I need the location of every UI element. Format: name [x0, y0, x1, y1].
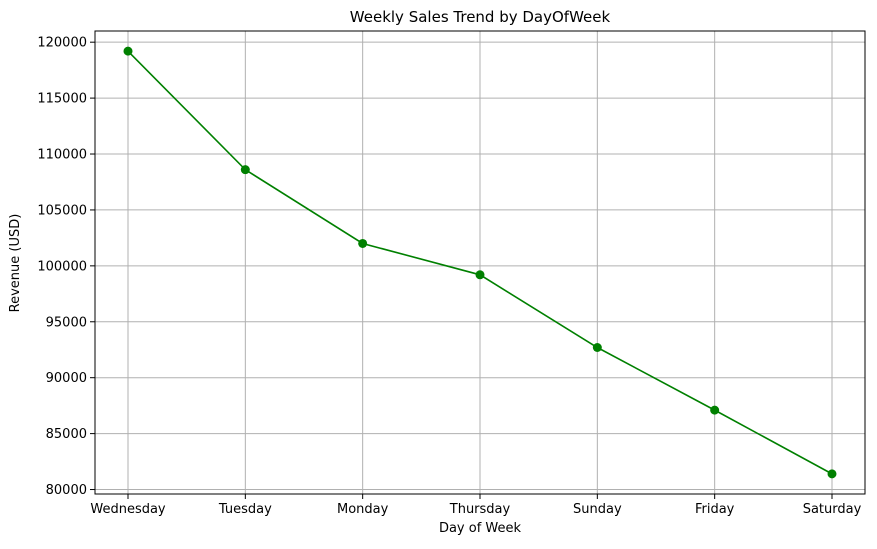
y-axis-title: Revenue (USD) — [8, 214, 23, 313]
x-tick-label: Tuesday — [218, 502, 272, 517]
x-tick-label: Saturday — [803, 502, 862, 517]
data-point — [475, 270, 485, 280]
y-tick-label: 85000 — [46, 427, 87, 442]
y-tick-label: 80000 — [46, 483, 87, 498]
data-point — [710, 405, 720, 415]
data-point — [240, 165, 250, 175]
y-tick-label: 120000 — [37, 36, 87, 51]
x-tick-label: Monday — [337, 502, 389, 517]
y-tick-label: 95000 — [46, 315, 87, 330]
series-layer — [123, 46, 837, 479]
x-axis-title: Day of Week — [439, 521, 522, 536]
grid-layer — [95, 31, 865, 494]
plot-frame — [94, 30, 866, 495]
y-tick-label: 115000 — [37, 92, 87, 107]
y-tick-label: 100000 — [37, 259, 87, 274]
x-tick-label: Sunday — [573, 502, 622, 517]
data-point — [827, 469, 837, 479]
data-point — [123, 46, 133, 56]
chart-title: Weekly Sales Trend by DayOfWeek — [350, 8, 611, 26]
axes-layer: Wednesday Tuesday Monday Thursday Sunday Frid… — [37, 30, 866, 517]
y-tick-label: 105000 — [37, 203, 87, 218]
y-tick-label: 90000 — [46, 371, 87, 386]
x-tick-label: Wednesday — [90, 502, 166, 517]
x-tick-label: Thursday — [449, 502, 511, 517]
data-point — [358, 238, 368, 248]
y-tick-label: 110000 — [37, 148, 87, 163]
x-tick-label: Friday — [695, 502, 735, 517]
data-point — [592, 342, 602, 352]
